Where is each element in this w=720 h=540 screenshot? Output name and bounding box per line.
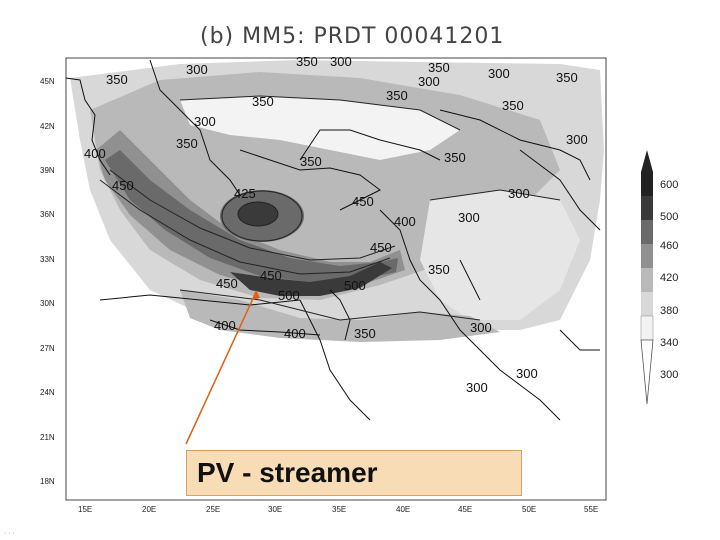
- lon-label: 45E: [458, 505, 472, 514]
- contour-label: 350: [300, 154, 322, 169]
- contour-label: 300: [418, 74, 440, 89]
- lat-label: 21N: [40, 433, 55, 442]
- field-level-380-south: [180, 290, 500, 342]
- contour-label: 400: [284, 326, 306, 341]
- contour-label: 350: [428, 262, 450, 277]
- contour-label: 350: [354, 326, 376, 341]
- lon-label: 40E: [396, 505, 410, 514]
- legend-swatch-460: [641, 220, 653, 244]
- contour-label: 300: [194, 114, 216, 129]
- lat-label: 30N: [40, 299, 55, 308]
- legend-top-arrow: [641, 150, 653, 172]
- field-level-420: [96, 130, 405, 290]
- pv-field: [70, 60, 604, 342]
- lat-axis: 45N 42N 39N 36N 33N 30N 27N 24N 21N 18N: [40, 77, 55, 486]
- callout-text: PV - streamer: [197, 457, 378, 488]
- contour-label-group: 350 300 350 300 350 300 350 350 300 350 …: [84, 54, 588, 395]
- contour-label: 350: [386, 88, 408, 103]
- lon-label: 55E: [584, 505, 598, 514]
- contour-label: 500: [344, 278, 366, 293]
- legend-label: 460: [660, 240, 678, 252]
- lat-label: 33N: [40, 255, 55, 264]
- lat-label: 18N: [40, 477, 55, 486]
- contour-label: 400: [394, 214, 416, 229]
- contour-label: 350: [296, 54, 318, 69]
- legend-label: 500: [660, 211, 678, 223]
- legend-swatch-500: [641, 196, 653, 220]
- field-cutoff-core: [238, 202, 278, 226]
- contour-label: 350: [428, 60, 450, 75]
- pv-streamer-callout: PV - streamer: [186, 450, 522, 496]
- contour-label: 300: [516, 366, 538, 381]
- lon-label: 15E: [78, 505, 92, 514]
- figure-title: (b) MM5: PRDT 00041201: [200, 24, 505, 49]
- callout-arrow: [185, 290, 260, 445]
- contour-label: 350: [444, 150, 466, 165]
- contour-label: 350: [502, 98, 524, 113]
- lat-label: 27N: [40, 344, 55, 353]
- legend-label: 380: [660, 305, 678, 317]
- legend-swatch-380: [641, 268, 653, 292]
- legend-label: 600: [660, 179, 678, 191]
- contour-label: 500: [278, 288, 300, 303]
- contour-label: 400: [84, 146, 106, 161]
- legend-label: 300: [660, 369, 678, 381]
- contour-label: 350: [252, 94, 274, 109]
- legend-swatch-300: [640, 315, 654, 341]
- color-legend: 600 500 460 420 380 340 300: [640, 150, 678, 405]
- legend-bottom-arrow: [640, 339, 654, 405]
- contour-label: 400: [214, 318, 236, 333]
- lon-label: 50E: [522, 505, 536, 514]
- legend-swatch-340: [641, 292, 653, 316]
- lon-label: 25E: [206, 505, 220, 514]
- lat-label: 36N: [40, 210, 55, 219]
- contour-label: 300: [458, 210, 480, 225]
- field-level-300a: [180, 96, 460, 160]
- contour-label: 300: [488, 66, 510, 81]
- contour-label: 350: [556, 70, 578, 85]
- contour-lines: [99, 95, 561, 321]
- contour-label: 450: [112, 178, 134, 193]
- contour-label: 450: [216, 276, 238, 291]
- lon-label: 30E: [268, 505, 282, 514]
- field-level-300b: [420, 190, 580, 320]
- legend-swatch-600: [641, 172, 653, 196]
- contour-label: 300: [186, 62, 208, 77]
- legend-label: 420: [660, 272, 678, 284]
- footer-text: · · ·: [4, 530, 15, 537]
- contour-label: 300: [508, 186, 530, 201]
- contour-label: 425: [234, 186, 256, 201]
- lon-label: 20E: [142, 505, 156, 514]
- lat-label: 39N: [40, 166, 55, 175]
- contour-label: 300: [466, 380, 488, 395]
- lat-label: 42N: [40, 122, 55, 131]
- field-level-500: [230, 262, 392, 296]
- lon-label: 35E: [332, 505, 346, 514]
- contour-label: 450: [260, 268, 282, 283]
- legend-label: 340: [660, 337, 678, 349]
- lat-label: 24N: [40, 388, 55, 397]
- legend-swatch-420: [641, 244, 653, 268]
- contour-label: 450: [352, 194, 374, 209]
- contour-label: 300: [470, 320, 492, 335]
- coastlines: [65, 59, 601, 421]
- contour-label: 300: [330, 54, 352, 69]
- contour-label: 350: [176, 136, 198, 151]
- contour-label: 350: [106, 72, 128, 87]
- lon-axis: 15E 20E 25E 30E 35E 40E 45E 50E 55E: [78, 505, 598, 514]
- contour-label: 300: [566, 132, 588, 147]
- contour-label: 450: [370, 240, 392, 255]
- lat-label: 45N: [40, 77, 55, 86]
